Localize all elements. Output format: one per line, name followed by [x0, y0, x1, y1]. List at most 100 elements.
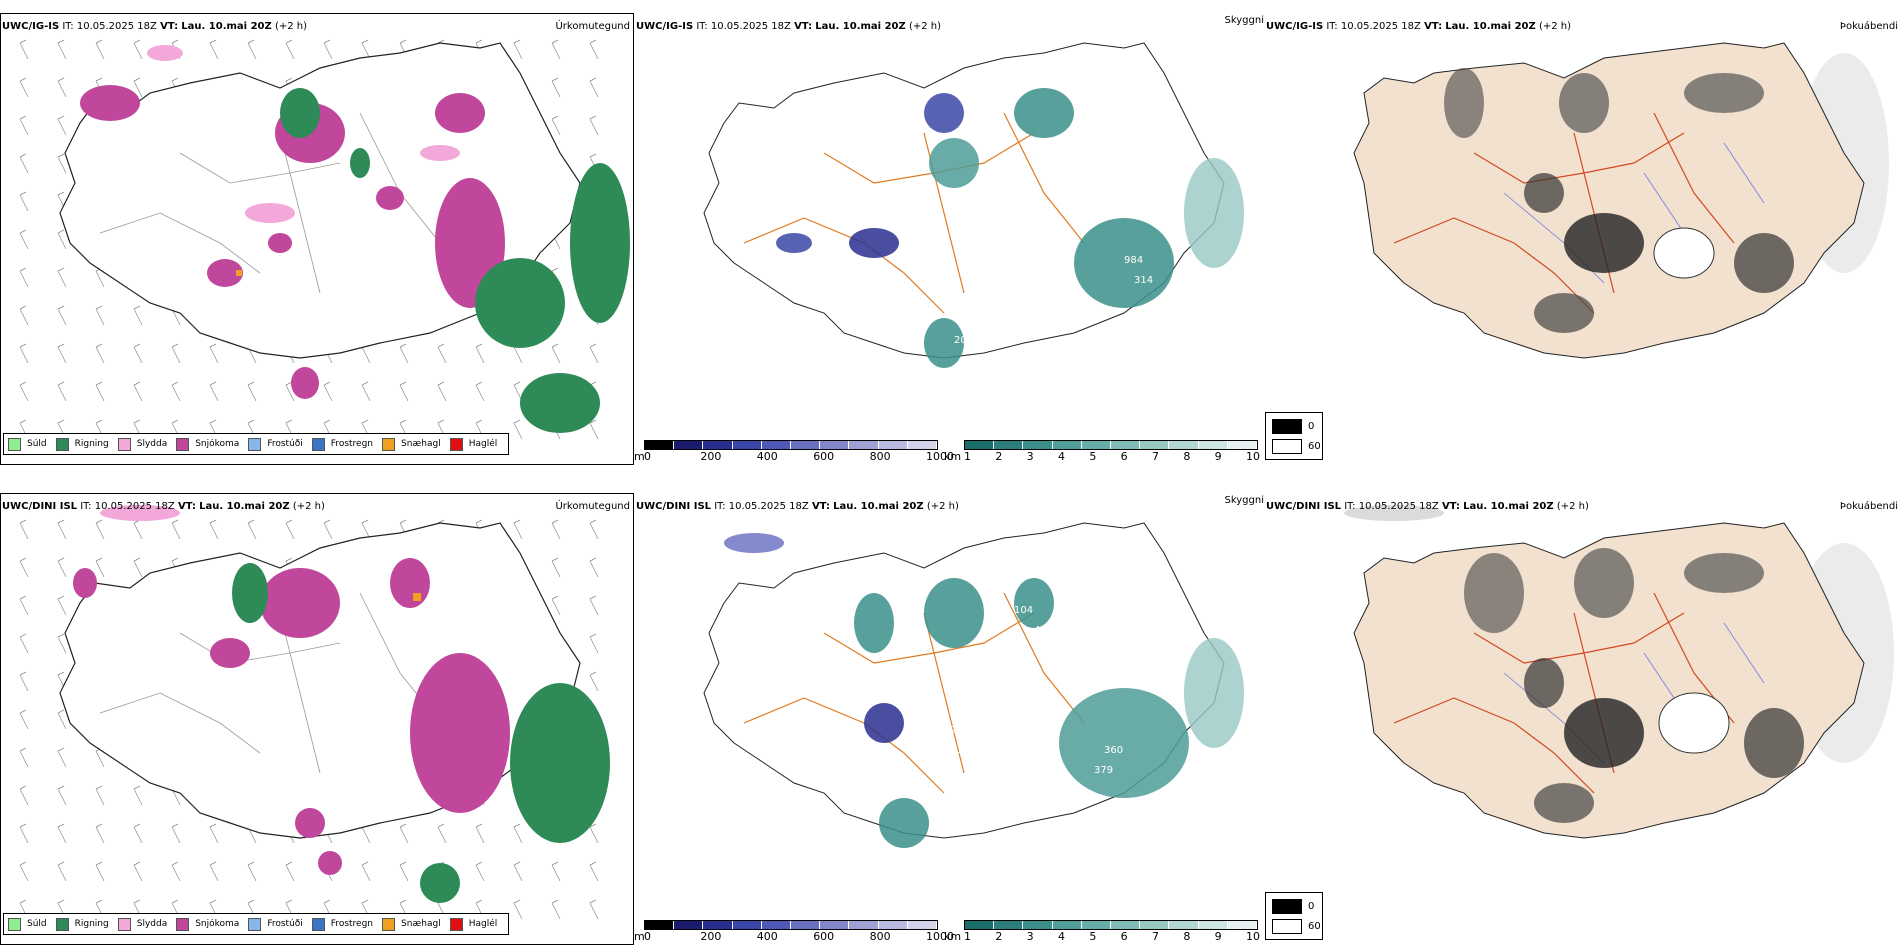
legend-label: Rigning [74, 919, 109, 929]
wind-barb [551, 77, 561, 98]
wind-barb [19, 557, 29, 578]
wind-barb [551, 899, 561, 920]
wind-barb [19, 747, 29, 768]
wind-barb [551, 557, 561, 578]
fog-swatch [1272, 439, 1302, 454]
colorbar-tick: 9 [1214, 930, 1222, 943]
wind-barb [209, 343, 219, 364]
colorbar-segment [965, 441, 995, 449]
colorbar-segment [674, 921, 704, 929]
wind-barb [399, 343, 409, 364]
cloud-height-label: 154 [1004, 725, 1023, 736]
cloud-height-label: 293 [974, 815, 993, 826]
legend-swatch [248, 917, 262, 931]
fog-legend-row: 60 [1272, 439, 1321, 454]
fog-swatch [1272, 899, 1302, 914]
wind-barb [19, 785, 29, 806]
colorbar-segment [791, 921, 821, 929]
colorbar-segment [761, 921, 792, 929]
colorbar-tick: 10 [1246, 450, 1260, 463]
fog-legend: 0 60 [1265, 412, 1323, 460]
wind-barb [19, 595, 29, 616]
legend-label: Súld [27, 439, 47, 449]
colorbar-segment [1081, 921, 1112, 929]
colorbar-segment [1198, 441, 1228, 449]
legend-swatch [382, 917, 396, 931]
colorbar-tick: 1 [964, 450, 971, 463]
wind-barb [323, 519, 333, 540]
colorbar-tick: 8 [1183, 930, 1191, 943]
colorbar-tick: 200 [700, 450, 722, 463]
colorbar-tick: 4 [1058, 930, 1065, 943]
cloud-height-label: 75 [934, 245, 947, 256]
cloud-height-label: 526 [1024, 315, 1043, 326]
colorbar-segment [994, 441, 1024, 449]
colorbar-segment [1052, 441, 1082, 449]
fog-legend-row: 0 [1272, 419, 1314, 434]
wind-barb [171, 861, 181, 882]
cloud-height-label: 294 [854, 515, 873, 526]
precip-panel-top: UWC/IG-IS IT: 10.05.2025 18Z VT: Lau. 10… [0, 13, 634, 465]
cloud-height-label: 127 [979, 115, 998, 126]
wind-barb [133, 785, 143, 806]
wind-barb [285, 519, 295, 540]
wind-barb [133, 557, 143, 578]
fog-label: 0 [1308, 901, 1315, 912]
wind-barb [589, 343, 599, 364]
cloud-height-label: 314 [1134, 275, 1153, 286]
colorbar-segment [878, 921, 908, 929]
wind-barb [589, 519, 599, 540]
colorbar-tick: 400 [756, 930, 778, 943]
wind-barb [437, 823, 447, 844]
cloud-height-label: 218 [1134, 635, 1153, 646]
legend-label: Rigning [74, 439, 109, 449]
wind-barb [171, 519, 181, 540]
precip-map-top [0, 13, 634, 465]
colorbar-tick: 600 [813, 930, 835, 943]
wind-barb [19, 519, 29, 540]
wind-barb [361, 861, 371, 882]
wind-barb [285, 861, 295, 882]
wind-barb [133, 77, 143, 98]
wind-barb [57, 305, 67, 326]
wind-barb [589, 419, 599, 440]
legend-swatch [55, 917, 69, 931]
colorbar-segment [1081, 441, 1112, 449]
wind-barb [19, 343, 29, 364]
wind-barb [57, 633, 67, 654]
fog-label: 60 [1308, 441, 1321, 452]
legend-swatch [176, 437, 190, 451]
legend-item-7: Haglél [449, 437, 497, 451]
wind-barb [57, 709, 67, 730]
wind-barb [513, 419, 523, 440]
fog-map-top [1353, 42, 1889, 359]
wind-barb [57, 39, 67, 60]
wind-barb [95, 343, 105, 364]
wind-barb [589, 115, 599, 136]
colorbar-tick: 2 [995, 930, 1003, 943]
wind-barb [285, 39, 295, 60]
colorbar-segment [1023, 921, 1053, 929]
wind-barb [19, 229, 29, 250]
colorbar-tick: 0 [644, 450, 651, 463]
wind-barb [19, 305, 29, 326]
wind-barb [19, 191, 29, 212]
wind-barb [399, 823, 409, 844]
colorbar-segment [1111, 921, 1141, 929]
wind-barb [95, 557, 105, 578]
colorbar-tick: 400 [756, 450, 778, 463]
wind-barb [57, 785, 67, 806]
legend-swatch [8, 917, 21, 931]
legend-swatch [55, 437, 69, 451]
legend-swatch [176, 917, 190, 931]
colorbar-tick: 200 [700, 930, 722, 943]
wind-barb [57, 381, 67, 402]
colorbar-segment [820, 441, 850, 449]
wind-barb [95, 381, 105, 402]
colorbar-segment [645, 441, 675, 449]
wind-barb [19, 709, 29, 730]
wind-barb [19, 153, 29, 174]
wind-barb [209, 861, 219, 882]
panel-title: UWC/IG-IS IT: 10.05.2025 18Z VT: Lau. 10… [636, 21, 941, 32]
